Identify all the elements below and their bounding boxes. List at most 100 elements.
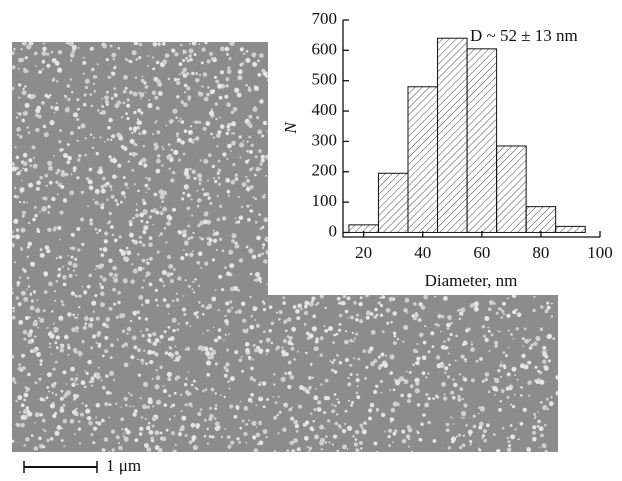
particle bbox=[245, 57, 251, 63]
particle bbox=[183, 382, 188, 387]
particle bbox=[101, 354, 105, 358]
particle bbox=[23, 417, 26, 420]
particle bbox=[544, 449, 548, 452]
particle bbox=[224, 428, 227, 430]
particle bbox=[70, 173, 73, 176]
particle bbox=[403, 379, 409, 385]
particle bbox=[245, 178, 251, 183]
particle bbox=[295, 309, 300, 314]
particle bbox=[56, 168, 61, 173]
particle bbox=[427, 372, 430, 375]
particle bbox=[115, 402, 118, 405]
particle bbox=[117, 163, 122, 168]
particle bbox=[205, 121, 211, 126]
particle bbox=[26, 276, 30, 280]
particle bbox=[339, 426, 342, 430]
particle bbox=[447, 315, 452, 320]
particle bbox=[296, 447, 301, 452]
particle bbox=[287, 384, 292, 390]
particle bbox=[237, 288, 241, 292]
particle bbox=[379, 379, 384, 384]
particle bbox=[187, 371, 190, 373]
particle bbox=[225, 177, 231, 183]
particle bbox=[69, 246, 73, 250]
bar bbox=[437, 37, 468, 233]
particle bbox=[537, 419, 541, 424]
particle bbox=[58, 140, 62, 144]
particle bbox=[89, 46, 94, 51]
particle bbox=[198, 91, 204, 97]
particle bbox=[46, 386, 50, 389]
particle bbox=[209, 406, 212, 410]
particle bbox=[352, 340, 355, 343]
particle bbox=[141, 334, 145, 338]
particle bbox=[354, 438, 358, 441]
particle bbox=[323, 411, 327, 415]
particle bbox=[116, 202, 120, 206]
particle bbox=[218, 274, 223, 279]
particle bbox=[252, 306, 258, 312]
particle bbox=[43, 290, 48, 294]
particle bbox=[100, 188, 106, 194]
particle bbox=[319, 440, 325, 446]
particle bbox=[215, 117, 218, 121]
particle bbox=[206, 329, 209, 332]
particle bbox=[484, 377, 488, 382]
particle bbox=[487, 326, 490, 329]
particle bbox=[434, 295, 436, 298]
x-tick-label: 80 bbox=[532, 243, 549, 262]
particle bbox=[211, 296, 217, 302]
particle bbox=[217, 335, 222, 340]
particle bbox=[73, 112, 78, 118]
particle bbox=[213, 326, 215, 329]
particle bbox=[46, 438, 50, 443]
particle bbox=[18, 411, 21, 414]
particle bbox=[521, 337, 525, 340]
particle bbox=[177, 432, 182, 437]
particle bbox=[12, 306, 15, 310]
particle bbox=[163, 389, 167, 394]
particle bbox=[65, 390, 71, 396]
particle bbox=[243, 406, 249, 411]
particle bbox=[380, 391, 383, 394]
particle bbox=[513, 393, 516, 396]
particle bbox=[333, 393, 337, 396]
particle bbox=[186, 72, 190, 76]
particle bbox=[534, 416, 537, 418]
particle bbox=[176, 352, 179, 355]
particle bbox=[128, 232, 134, 238]
particle bbox=[111, 52, 117, 58]
particle bbox=[223, 339, 225, 341]
particle bbox=[319, 336, 324, 341]
particle bbox=[255, 166, 261, 172]
particle bbox=[522, 407, 527, 412]
particle bbox=[23, 398, 26, 402]
particle bbox=[219, 394, 222, 397]
particle bbox=[237, 75, 243, 81]
particle bbox=[487, 339, 490, 342]
particle bbox=[111, 71, 116, 76]
particle bbox=[155, 168, 161, 174]
particle bbox=[143, 163, 148, 168]
particle bbox=[55, 346, 59, 350]
particle bbox=[20, 369, 24, 372]
particle bbox=[34, 335, 37, 338]
particle bbox=[114, 199, 118, 202]
particle bbox=[408, 445, 410, 448]
particle bbox=[257, 73, 262, 77]
particle bbox=[234, 217, 237, 220]
particle bbox=[388, 296, 394, 302]
particle bbox=[24, 102, 30, 108]
particle bbox=[113, 93, 118, 98]
particle bbox=[344, 330, 348, 333]
particle bbox=[283, 319, 288, 324]
particle bbox=[156, 130, 161, 135]
particle bbox=[142, 229, 145, 232]
particle bbox=[506, 313, 511, 318]
particle bbox=[358, 301, 363, 307]
particle bbox=[99, 247, 103, 251]
particle bbox=[147, 349, 153, 355]
particle bbox=[67, 254, 70, 257]
particle bbox=[470, 378, 475, 383]
particle bbox=[220, 70, 224, 75]
